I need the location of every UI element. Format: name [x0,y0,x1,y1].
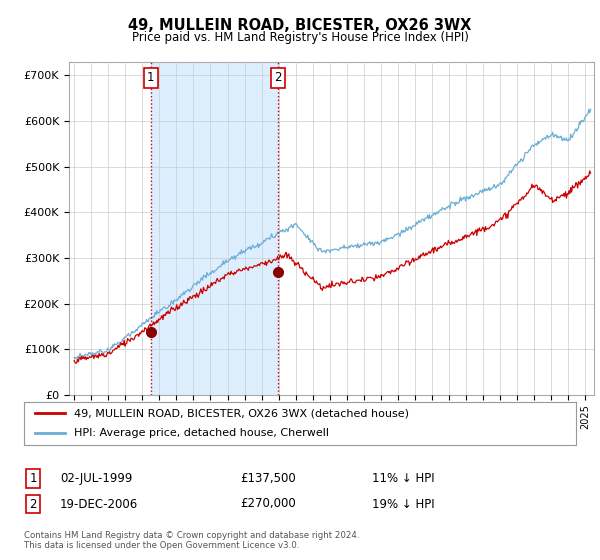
Text: 49, MULLEIN ROAD, BICESTER, OX26 3WX (detached house): 49, MULLEIN ROAD, BICESTER, OX26 3WX (de… [74,408,409,418]
Text: 19% ↓ HPI: 19% ↓ HPI [372,497,434,511]
Text: £137,500: £137,500 [240,472,296,486]
Text: Price paid vs. HM Land Registry's House Price Index (HPI): Price paid vs. HM Land Registry's House … [131,31,469,44]
Text: HPI: Average price, detached house, Cherwell: HPI: Average price, detached house, Cher… [74,428,329,438]
Text: 1: 1 [147,71,155,84]
Text: 11% ↓ HPI: 11% ↓ HPI [372,472,434,486]
Bar [151,62,278,395]
Text: 19-DEC-2006: 19-DEC-2006 [60,497,138,511]
Text: £270,000: £270,000 [240,497,296,511]
Text: 1: 1 [29,472,37,486]
Text: 02-JUL-1999: 02-JUL-1999 [60,472,133,486]
Text: 2: 2 [29,497,37,511]
Text: 2: 2 [274,71,282,84]
Text: 49, MULLEIN ROAD, BICESTER, OX26 3WX: 49, MULLEIN ROAD, BICESTER, OX26 3WX [128,18,472,34]
Text: Contains HM Land Registry data © Crown copyright and database right 2024.
This d: Contains HM Land Registry data © Crown c… [24,531,359,550]
